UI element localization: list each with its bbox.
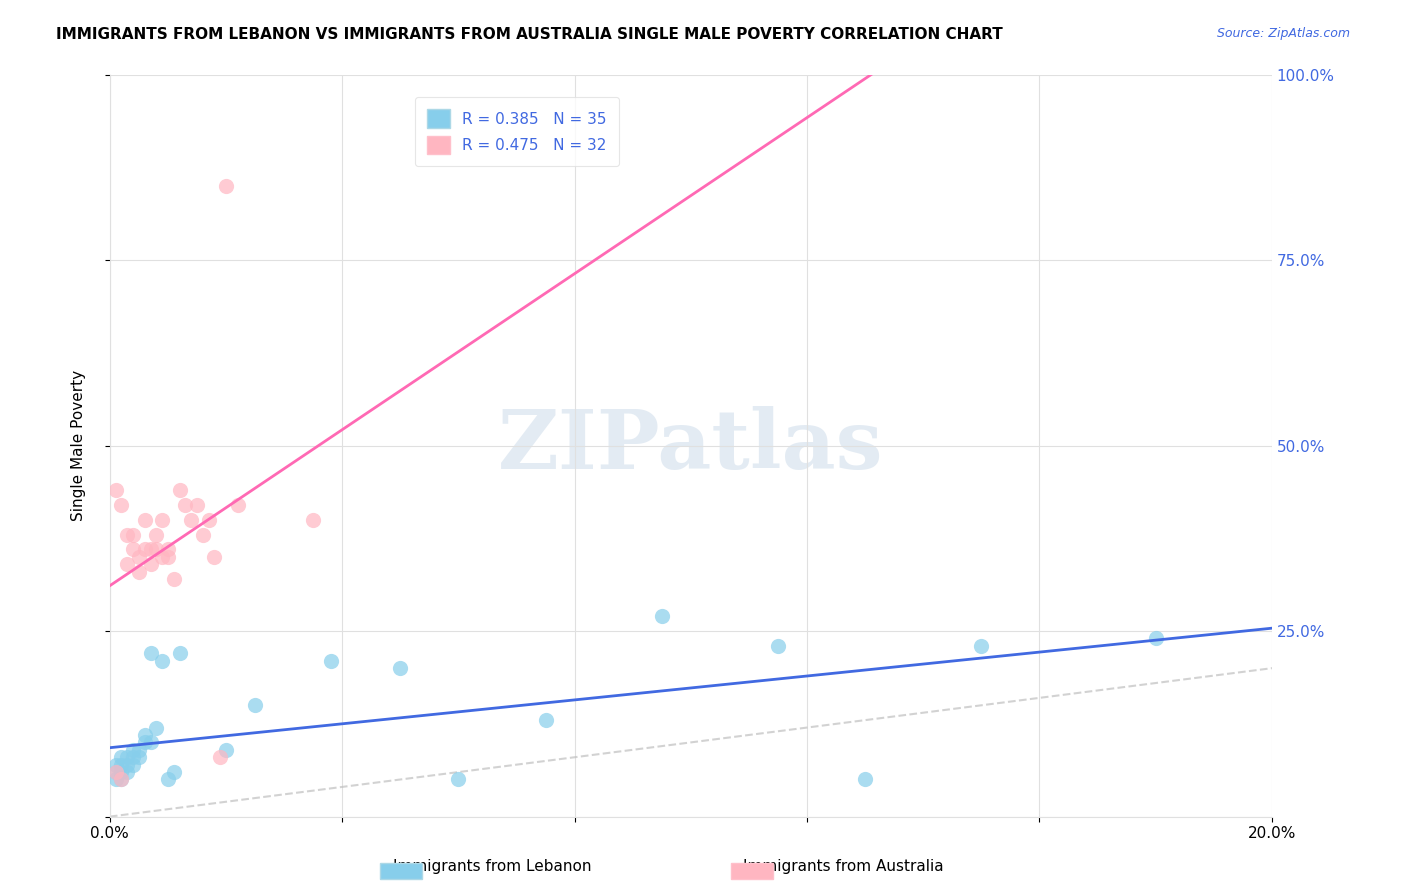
Point (191, 527, 214, 541)
Text: Source: ZipAtlas.com: Source: ZipAtlas.com (1216, 27, 1350, 40)
Point (853, 772, 876, 787)
Point (110, 757, 132, 772)
Point (128, 549, 150, 564)
Point (104, 765, 127, 780)
Point (180, 513, 202, 527)
Y-axis label: Single Male Poverty: Single Male Poverty (72, 370, 86, 521)
Point (117, 750, 139, 764)
Point (122, 527, 145, 541)
Point (766, 639, 789, 653)
Point (110, 765, 132, 780)
Point (117, 757, 139, 772)
Point (134, 542, 156, 557)
Point (139, 542, 162, 557)
Point (150, 654, 173, 668)
Point (389, 661, 412, 675)
Point (134, 735, 156, 749)
Point (209, 750, 232, 764)
Point (122, 757, 145, 772)
Point (104, 765, 127, 780)
Point (110, 498, 132, 512)
Text: Immigrants from Australia: Immigrants from Australia (744, 859, 943, 874)
Point (150, 549, 173, 564)
Point (134, 513, 156, 527)
Point (243, 698, 266, 713)
Point (169, 646, 191, 660)
Point (319, 654, 342, 668)
Legend: R = 0.385   N = 35, R = 0.475   N = 32: R = 0.385 N = 35, R = 0.475 N = 32 (415, 97, 619, 167)
Text: ZIPatlas: ZIPatlas (498, 406, 883, 485)
Point (651, 609, 673, 624)
Point (150, 513, 173, 527)
Point (163, 765, 186, 780)
Point (1144, 632, 1167, 646)
Point (145, 542, 167, 557)
Point (117, 765, 139, 780)
Point (128, 565, 150, 579)
Point (156, 542, 179, 557)
Point (128, 750, 150, 764)
Point (169, 483, 191, 497)
Point (226, 498, 249, 512)
Point (156, 549, 179, 564)
Text: Immigrants from Lebanon: Immigrants from Lebanon (392, 859, 592, 874)
Point (145, 527, 167, 541)
Point (447, 772, 470, 787)
Point (139, 735, 162, 749)
Point (970, 639, 993, 653)
Point (186, 498, 208, 512)
Point (156, 772, 179, 787)
Point (302, 513, 325, 527)
Point (104, 483, 127, 497)
Point (117, 527, 139, 541)
Point (117, 558, 139, 572)
Point (128, 743, 150, 757)
Point (134, 728, 156, 742)
Point (104, 757, 127, 772)
Point (534, 713, 557, 727)
Point (163, 572, 186, 586)
Point (110, 772, 132, 787)
Point (122, 750, 145, 764)
Point (204, 549, 226, 564)
Point (110, 772, 132, 787)
Point (139, 558, 162, 572)
Point (215, 178, 238, 193)
Point (197, 513, 219, 527)
Point (110, 750, 132, 764)
Point (104, 772, 127, 787)
Point (145, 721, 167, 735)
Point (174, 498, 197, 512)
Point (122, 542, 145, 557)
Point (215, 743, 238, 757)
Point (122, 743, 145, 757)
Point (139, 646, 162, 660)
Text: IMMIGRANTS FROM LEBANON VS IMMIGRANTS FROM AUSTRALIA SINGLE MALE POVERTY CORRELA: IMMIGRANTS FROM LEBANON VS IMMIGRANTS FR… (56, 27, 1002, 42)
